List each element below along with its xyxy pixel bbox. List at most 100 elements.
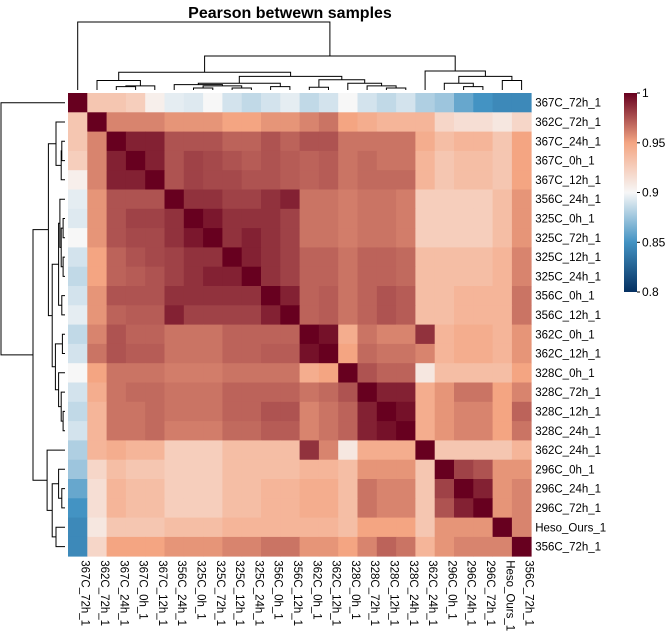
heatmap-cell <box>299 536 320 557</box>
heatmap-cell <box>492 324 513 345</box>
heatmap-cell <box>511 305 532 325</box>
heatmap-cell <box>68 382 88 403</box>
heatmap-cell <box>338 498 358 518</box>
heatmap-cell <box>434 382 455 403</box>
heatmap-cell <box>241 324 262 345</box>
heatmap-cell <box>434 189 455 210</box>
heatmap-cell <box>68 208 88 229</box>
heatmap-cell <box>203 363 223 383</box>
heatmap-cell <box>106 228 127 248</box>
heatmap-cell <box>318 208 339 229</box>
colorbar-tick-label: 0.9 <box>642 186 659 200</box>
heatmap-cell <box>492 208 513 229</box>
heatmap-cell <box>511 536 532 557</box>
heatmap-cell <box>454 324 474 345</box>
heatmap-cell <box>183 421 204 441</box>
heatmap-cell <box>261 459 281 480</box>
row-label: 296C_24h_1 <box>535 484 601 496</box>
heatmap-cell <box>87 189 107 210</box>
heatmap-cell <box>183 305 204 325</box>
heatmap-cell <box>492 228 513 248</box>
heatmap-cell <box>145 343 165 364</box>
heatmap-cell <box>222 459 243 480</box>
dendrogram-branch <box>501 80 523 90</box>
heatmap-cell <box>125 170 146 190</box>
heatmap-cell <box>87 498 107 518</box>
heatmap-cell <box>318 131 339 152</box>
column-label: 328C_0h_1 <box>349 560 361 619</box>
heatmap-cell <box>241 440 262 461</box>
heatmap-cell <box>164 324 185 345</box>
heatmap-cell <box>396 228 416 248</box>
heatmap-cell <box>125 498 146 518</box>
heatmap-cell <box>203 189 223 210</box>
dendrogram-branch <box>204 55 456 73</box>
heatmap-cell <box>434 479 455 499</box>
heatmap-cell <box>492 536 513 557</box>
heatmap-cell <box>318 150 339 171</box>
heatmap-cell <box>68 421 88 441</box>
column-label: 325C_12h_1 <box>233 560 245 626</box>
heatmap-cell <box>183 479 204 499</box>
dendrogram-branch <box>61 488 65 509</box>
heatmap-cell <box>338 112 358 132</box>
heatmap-cell <box>318 382 339 403</box>
heatmap-cell <box>125 286 146 306</box>
heatmap-cell <box>299 286 320 306</box>
heatmap-cell <box>87 459 107 480</box>
heatmap-cell <box>376 93 397 113</box>
heatmap-cell <box>415 228 436 248</box>
heatmap-cell <box>183 93 204 113</box>
heatmap-cell <box>376 150 397 171</box>
heatmap-cell <box>511 421 532 441</box>
heatmap-cell <box>125 421 146 441</box>
heatmap-cell <box>357 150 378 171</box>
heatmap-cell <box>454 536 474 557</box>
heatmap-cell <box>434 247 455 268</box>
heatmap-cell <box>357 459 378 480</box>
heatmap-cell <box>164 363 185 383</box>
column-label: 362C_72h_1 <box>98 560 110 626</box>
heatmap-cell <box>145 517 165 538</box>
heatmap-cell <box>376 401 397 422</box>
dendrogram-branch <box>62 218 65 239</box>
heatmap-cell <box>376 112 397 132</box>
heatmap-cell <box>376 228 397 248</box>
heatmap-cell <box>125 150 146 171</box>
heatmap-cell <box>492 498 513 518</box>
heatmap-cell <box>415 170 436 190</box>
heatmap-cell <box>183 459 204 480</box>
heatmap-cell <box>511 189 532 210</box>
heatmap-cell <box>492 150 513 171</box>
heatmap-cell <box>357 112 378 132</box>
column-label: 328C_72h_1 <box>368 560 380 626</box>
heatmap-cell <box>434 440 455 461</box>
heatmap-cell <box>145 131 165 152</box>
heatmap-cell <box>241 228 262 248</box>
heatmap-cell <box>87 343 107 364</box>
heatmap-cell <box>68 228 88 248</box>
heatmap-cell <box>183 343 204 364</box>
heatmap-cell <box>241 266 262 287</box>
heatmap-cell <box>454 228 474 248</box>
heatmap-cell <box>492 401 513 422</box>
heatmap-cell <box>241 131 262 152</box>
heatmap-cell <box>87 286 107 306</box>
heatmap-cell <box>125 305 146 325</box>
heatmap-cell <box>241 150 262 171</box>
heatmap-cell <box>125 324 146 345</box>
heatmap-cell <box>106 440 127 461</box>
heatmap-cell <box>87 150 107 171</box>
heatmap-cell <box>396 459 416 480</box>
heatmap-cell <box>145 286 165 306</box>
heatmap-cell <box>222 266 243 287</box>
heatmap-cell <box>473 517 493 538</box>
colorbar-ticks: 0.8 0.85 0.9 0.95 1 <box>637 86 666 299</box>
heatmap-cell <box>183 363 204 383</box>
heatmap-cell <box>145 93 165 113</box>
heatmap-cell <box>145 382 165 403</box>
heatmap-cell <box>396 150 416 171</box>
heatmap-cell <box>299 189 320 210</box>
heatmap-cell <box>299 228 320 248</box>
heatmap-cell <box>261 150 281 171</box>
